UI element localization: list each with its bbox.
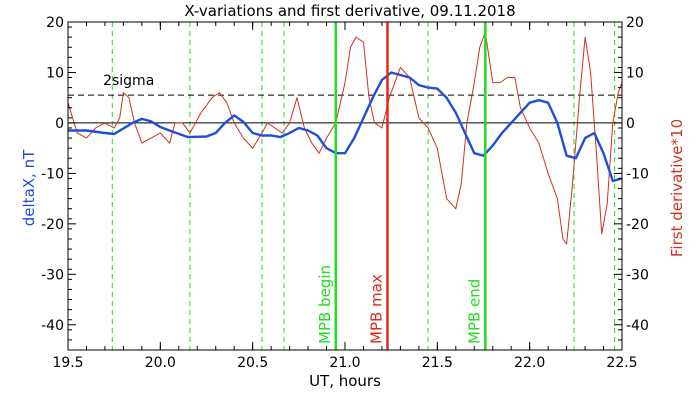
x-tick-label-0: 19.5 — [52, 355, 83, 371]
x-tick-label-1: 20.0 — [145, 355, 176, 371]
series-deltaX-line — [68, 71, 623, 183]
event-label-0: MPB begin — [316, 265, 334, 344]
plot-frame — [67, 21, 623, 351]
y-tick-label-right-3: -10 — [626, 166, 649, 182]
y-tick-label-right-6: -40 — [626, 318, 649, 334]
y-tick-label-right-2: 0 — [626, 116, 635, 132]
y-tick-label-left-2: 0 — [55, 116, 64, 132]
x-tick-label-6: 22.5 — [606, 355, 637, 371]
y-tick-label-left-3: -10 — [41, 166, 64, 182]
x-tick-label-3: 21.0 — [329, 355, 360, 371]
chart-title: X-variations and first derivative, 09.11… — [184, 2, 515, 20]
x-axis-label: UT, hours — [309, 372, 381, 390]
y-tick-label-right-0: 20 — [626, 15, 644, 31]
series-derivative-line — [67, 31, 623, 245]
y-tick-label-left-1: 10 — [46, 65, 64, 81]
y-tick-label-right-4: -20 — [626, 217, 649, 233]
x-tick-label-5: 22.0 — [514, 355, 545, 371]
y-axis-label-left: deltaX, nT — [20, 149, 38, 226]
y-tick-label-left-0: 20 — [46, 15, 64, 31]
sigma-label: 2sigma — [103, 73, 154, 89]
y-tick-label-left-4: -20 — [41, 217, 64, 233]
event-label-2: MPB end — [465, 279, 483, 344]
y-tick-label-left-5: -30 — [41, 267, 64, 283]
event-label-1: MPB max — [367, 274, 385, 344]
y-tick-label-left-6: -40 — [41, 318, 64, 334]
y-axis-label-right: First derivative*10 — [668, 119, 686, 257]
x-tick-label-4: 21.5 — [422, 355, 453, 371]
y-tick-label-right-1: 10 — [626, 65, 644, 81]
y-tick-label-right-5: -30 — [626, 267, 649, 283]
x-tick-label-2: 20.5 — [237, 355, 268, 371]
plot-area: 2sigma MPB begin MPB max MPB end 19.5 20.0 20.… — [41, 15, 649, 371]
